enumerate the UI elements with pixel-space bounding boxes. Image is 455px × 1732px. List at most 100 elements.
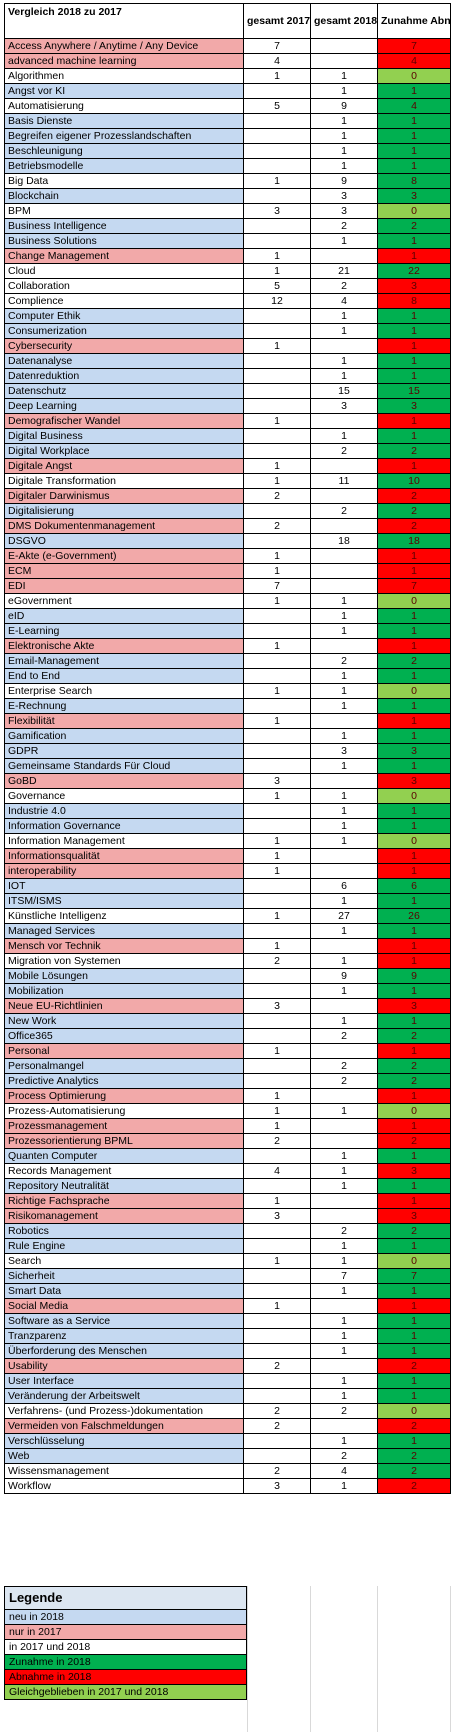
topic-cell[interactable]: Predictive Analytics xyxy=(4,1073,244,1089)
count-2018-cell[interactable]: 2 xyxy=(310,443,378,459)
topic-cell[interactable]: Access Anywhere / Anytime / Any Device xyxy=(4,38,244,54)
topic-cell[interactable]: Algorithmen xyxy=(4,68,244,84)
change-cell[interactable]: 2 xyxy=(377,1478,451,1494)
topic-cell[interactable]: DMS Dokumentenmanagement xyxy=(4,518,244,534)
count-2017-cell[interactable]: 3 xyxy=(243,1208,311,1224)
change-cell[interactable]: 2 xyxy=(377,1418,451,1434)
count-2017-cell[interactable] xyxy=(243,1373,311,1389)
change-cell[interactable]: 1 xyxy=(377,818,451,834)
change-cell[interactable]: 7 xyxy=(377,1268,451,1284)
count-2017-cell[interactable]: 1 xyxy=(243,1298,311,1314)
count-2018-cell[interactable]: 1 xyxy=(310,1373,378,1389)
change-cell[interactable]: 1 xyxy=(377,83,451,99)
count-2017-cell[interactable]: 2 xyxy=(243,1358,311,1374)
topic-cell[interactable]: eGovernment xyxy=(4,593,244,609)
count-2018-cell[interactable]: 1 xyxy=(310,668,378,684)
count-2017-cell[interactable]: 12 xyxy=(243,293,311,309)
topic-cell[interactable]: Verfahrens- (und Prozess-)dokumentation xyxy=(4,1403,244,1419)
change-cell[interactable]: 1 xyxy=(377,1283,451,1299)
count-2017-cell[interactable]: 2 xyxy=(243,1133,311,1149)
count-2018-cell[interactable]: 1 xyxy=(310,818,378,834)
count-2017-cell[interactable] xyxy=(243,1238,311,1254)
count-2018-cell[interactable]: 1 xyxy=(310,923,378,939)
count-2018-cell[interactable]: 1 xyxy=(310,1388,378,1404)
count-2017-cell[interactable]: 1 xyxy=(243,788,311,804)
count-2017-cell[interactable] xyxy=(243,1058,311,1074)
count-2018-cell[interactable]: 2 xyxy=(310,1223,378,1239)
count-2017-cell[interactable] xyxy=(243,698,311,714)
count-2017-cell[interactable]: 2 xyxy=(243,953,311,969)
topic-cell[interactable]: Elektronische Akte xyxy=(4,638,244,654)
topic-cell[interactable]: Demografischer Wandel xyxy=(4,413,244,429)
count-2018-cell[interactable] xyxy=(310,1418,378,1434)
header-topic[interactable]: Vergleich 2018 zu 2017 xyxy=(4,3,244,39)
change-cell[interactable]: 1 xyxy=(377,143,451,159)
count-2017-cell[interactable] xyxy=(243,1283,311,1299)
count-2017-cell[interactable] xyxy=(243,128,311,144)
topic-cell[interactable]: Digitaler Darwinismus xyxy=(4,488,244,504)
count-2017-cell[interactable] xyxy=(243,1073,311,1089)
count-2018-cell[interactable]: 1 xyxy=(310,353,378,369)
change-cell[interactable]: 2 xyxy=(377,1073,451,1089)
count-2018-cell[interactable]: 1 xyxy=(310,308,378,324)
count-2017-cell[interactable]: 7 xyxy=(243,578,311,594)
change-cell[interactable]: 2 xyxy=(377,443,451,459)
count-2018-cell[interactable]: 1 xyxy=(310,683,378,699)
topic-cell[interactable]: Enterprise Search xyxy=(4,683,244,699)
count-2017-cell[interactable] xyxy=(243,1433,311,1449)
change-cell[interactable]: 0 xyxy=(377,1403,451,1419)
topic-cell[interactable]: Betriebsmodelle xyxy=(4,158,244,174)
change-cell[interactable]: 2 xyxy=(377,518,451,534)
count-2018-cell[interactable]: 1 xyxy=(310,68,378,84)
topic-cell[interactable]: Sicherheit xyxy=(4,1268,244,1284)
topic-cell[interactable]: Business Solutions xyxy=(4,233,244,249)
count-2017-cell[interactable] xyxy=(243,608,311,624)
change-cell[interactable]: 26 xyxy=(377,908,451,924)
count-2018-cell[interactable]: 1 xyxy=(310,788,378,804)
count-2018-cell[interactable]: 2 xyxy=(310,278,378,294)
count-2018-cell[interactable] xyxy=(310,938,378,954)
change-cell[interactable]: 3 xyxy=(377,743,451,759)
topic-cell[interactable]: Software as a Service xyxy=(4,1313,244,1329)
change-cell[interactable]: 15 xyxy=(377,383,451,399)
legend-item[interactable]: Abnahme in 2018 xyxy=(4,1669,247,1685)
count-2018-cell[interactable]: 1 xyxy=(310,803,378,819)
topic-cell[interactable]: Process Optimierung xyxy=(4,1088,244,1104)
count-2017-cell[interactable] xyxy=(243,113,311,129)
count-2017-cell[interactable]: 1 xyxy=(243,863,311,879)
change-cell[interactable]: 1 xyxy=(377,638,451,654)
count-2017-cell[interactable] xyxy=(243,353,311,369)
count-2017-cell[interactable]: 2 xyxy=(243,518,311,534)
count-2018-cell[interactable]: 1 xyxy=(310,833,378,849)
change-cell[interactable]: 2 xyxy=(377,1223,451,1239)
topic-cell[interactable]: Informationsqualität xyxy=(4,848,244,864)
topic-cell[interactable]: Richtige Fachsprache xyxy=(4,1193,244,1209)
count-2018-cell[interactable]: 3 xyxy=(310,188,378,204)
change-cell[interactable]: 1 xyxy=(377,1013,451,1029)
change-cell[interactable]: 1 xyxy=(377,1148,451,1164)
change-cell[interactable]: 1 xyxy=(377,623,451,639)
change-cell[interactable]: 0 xyxy=(377,833,451,849)
count-2018-cell[interactable]: 3 xyxy=(310,398,378,414)
change-cell[interactable]: 0 xyxy=(377,68,451,84)
count-2018-cell[interactable] xyxy=(310,863,378,879)
topic-cell[interactable]: DSGVO xyxy=(4,533,244,549)
change-cell[interactable]: 1 xyxy=(377,758,451,774)
topic-cell[interactable]: Digital Business xyxy=(4,428,244,444)
topic-cell[interactable]: E-Rechnung xyxy=(4,698,244,714)
header-2017[interactable]: gesamt 2017 xyxy=(243,3,311,39)
change-cell[interactable]: 1 xyxy=(377,728,451,744)
count-2017-cell[interactable] xyxy=(243,758,311,774)
topic-cell[interactable]: EDI xyxy=(4,578,244,594)
count-2018-cell[interactable]: 6 xyxy=(310,878,378,894)
change-cell[interactable]: 0 xyxy=(377,1103,451,1119)
topic-cell[interactable]: Information Governance xyxy=(4,818,244,834)
count-2018-cell[interactable]: 3 xyxy=(310,203,378,219)
topic-cell[interactable]: End to End xyxy=(4,668,244,684)
change-cell[interactable]: 1 xyxy=(377,938,451,954)
change-cell[interactable]: 1 xyxy=(377,713,451,729)
change-cell[interactable]: 1 xyxy=(377,338,451,354)
change-cell[interactable]: 3 xyxy=(377,188,451,204)
count-2017-cell[interactable]: 1 xyxy=(243,938,311,954)
change-cell[interactable]: 1 xyxy=(377,1433,451,1449)
